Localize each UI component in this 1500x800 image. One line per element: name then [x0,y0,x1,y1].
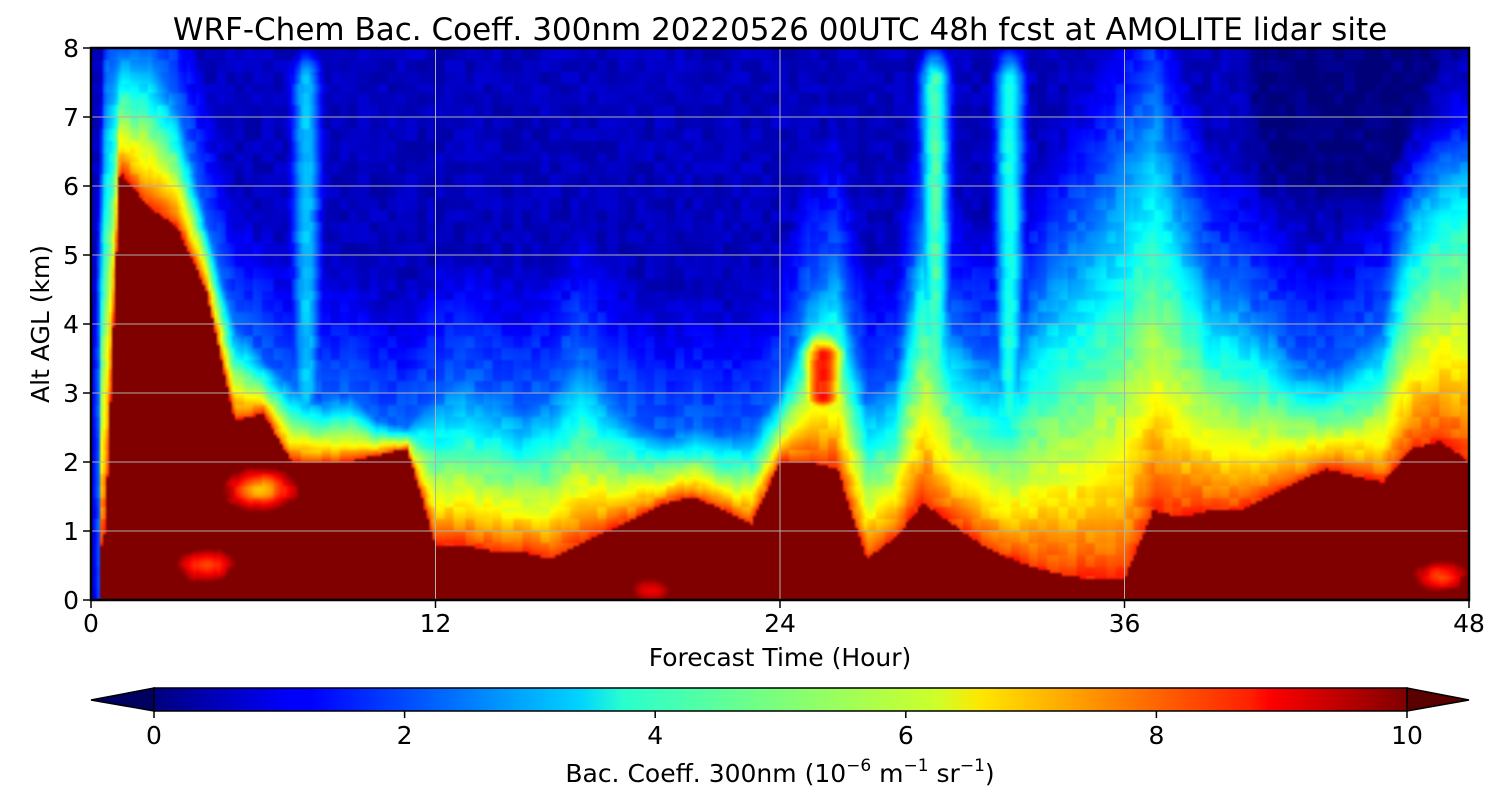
colorbar-tick-label: 0 [146,721,162,750]
x-tick-label: 36 [1109,609,1141,638]
colorbar-ticks: 0 2 4 6 8 10 [146,711,1423,750]
colorbar-gradient [153,687,1408,712]
colorbar-tick-label: 10 [1391,721,1423,750]
x-axis-ticks: 0 12 24 36 48 [83,600,1485,638]
y-tick-label: 0 [63,586,79,615]
y-tick-label: 3 [63,379,79,408]
colorbar-label-end: ) [985,759,995,788]
colorbar-tick-label: 6 [898,721,914,750]
colorbar-label-exp1: −6 [846,756,871,776]
y-tick-label: 8 [63,34,79,63]
y-tick-label: 7 [63,103,79,132]
x-tick-label: 0 [83,609,99,638]
x-tick-label: 12 [420,609,452,638]
colorbar-label-main: Bac. Coeff. 300nm (10 [565,759,846,788]
y-tick-label: 6 [63,172,79,201]
colorbar-under-triangle [90,687,155,712]
colorbar-label-mid2: sr [929,759,961,788]
y-tick-label: 5 [63,241,79,270]
x-tick-label: 24 [764,609,796,638]
y-axis-ticks: 0 1 2 3 4 5 6 7 8 [63,34,91,615]
colorbar-label-mid: m [871,759,903,788]
colorbar: 0 2 4 6 8 10 Bac. Coeff. 300nm (10−6 m−1 sr−1… [90,687,1470,788]
colorbar-over-triangle [1406,687,1470,712]
chart-title: WRF-Chem Bac. Coeff. 300nm 20220526 00UT… [173,12,1387,48]
gridlines [91,48,1469,600]
y-tick-label: 4 [63,310,79,339]
y-tick-label: 2 [63,448,79,477]
y-axis-label: Alt AGL (km) [26,245,55,403]
x-axis-label: Forecast Time (Hour) [649,643,912,672]
x-tick-label: 48 [1453,609,1485,638]
colorbar-label-exp2: −1 [904,756,929,776]
colorbar-tick-label: 8 [1148,721,1164,750]
y-tick-label: 1 [63,517,79,546]
colorbar-label: Bac. Coeff. 300nm (10−6 m−1 sr−1) [565,756,994,788]
colorbar-tick-label: 2 [397,721,413,750]
colorbar-label-exp3: −1 [960,756,985,776]
colorbar-tick-label: 4 [647,721,663,750]
